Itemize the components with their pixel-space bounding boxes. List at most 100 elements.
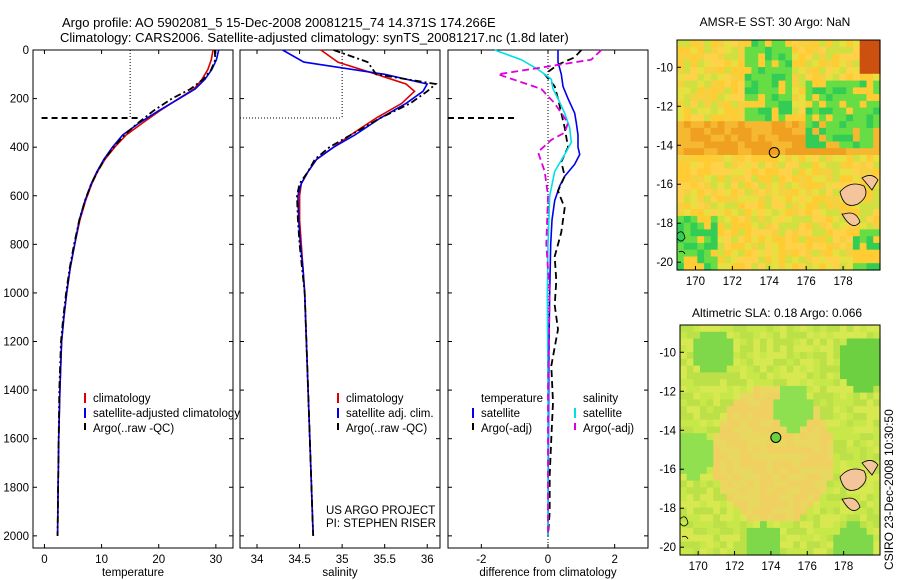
map-cell [820,446,828,455]
map-cell [840,426,848,434]
map-cell [846,325,854,333]
map-cell [793,345,801,353]
map-cell [873,168,881,176]
map-cell [765,134,773,143]
map-cell [746,548,754,556]
map-cell [778,87,786,95]
map-cell [771,155,780,163]
map-cell [805,141,813,149]
map-cell [785,87,793,95]
y-tick-label: -18 [656,218,673,230]
map-cell [773,453,781,461]
map-cell [704,215,712,224]
map-cell [813,406,821,414]
map-cell [792,134,800,143]
map-cell [765,188,773,197]
map-cell [866,107,874,115]
map-cell [860,379,868,387]
map-cell [778,215,786,224]
map-cell [765,121,773,129]
map-cell [753,433,761,441]
map-cell [873,352,881,360]
map-cell [800,426,808,434]
map-cell [737,141,746,149]
map-cell [773,352,781,360]
map-cell [765,242,773,251]
map-cell [873,155,881,163]
map-cell [680,345,688,353]
map-cell [832,141,840,149]
map-cell [800,385,808,394]
map-cell [686,460,694,468]
map-cell [812,67,820,75]
map-cell [773,345,781,353]
sst-map: 170 172 174 176 178-10-12-14-16-18-20 [656,39,881,288]
map-cell [859,242,868,251]
coastline-shape [679,516,689,540]
map-cell [753,507,761,515]
map-cell [853,325,861,333]
map-cell [839,249,847,258]
map-cell [731,175,739,183]
map-cell [792,263,800,271]
map-cell [726,440,734,448]
map-cell [760,325,768,333]
map-cell [832,161,840,170]
map-cell [677,148,685,156]
map-cell [780,521,788,529]
map-cell [839,229,847,237]
map-cell [798,40,807,48]
map-cell [680,365,688,373]
map-cell [832,175,840,183]
map-cell [773,331,781,340]
map-cell [717,121,725,129]
map-cell [697,148,705,156]
map-cell [866,73,874,82]
map-cell [866,433,874,441]
map-cell [859,107,868,115]
map-cell [737,215,746,224]
map-cell [765,256,773,264]
map-cell [812,229,820,237]
map-cell [773,541,781,549]
map-cell [751,148,759,156]
map-cell [751,73,759,82]
map-cell [693,460,701,468]
map-cell [852,242,861,251]
map-cell [744,114,753,122]
map-cell [740,453,748,461]
map-cell [683,134,692,143]
map-cell [846,80,854,88]
map-cell [683,236,692,244]
map-cell [746,399,754,407]
map-cell [859,161,868,170]
map-cell [800,352,808,360]
map-cell [866,385,874,394]
map-cell [778,141,786,149]
map-cell [798,114,807,122]
map-cell [720,365,728,373]
map-cell [706,440,714,448]
map-cell [710,263,719,271]
map-cell [771,188,780,197]
map-cell [697,249,705,258]
map-cell [693,446,701,455]
map-cell [820,487,828,495]
legend-label: Argo(-adj) [583,423,634,435]
map-cell [753,426,761,434]
map-cell [740,500,748,509]
map-cell [680,338,688,346]
legend-label: satellite [583,408,622,420]
map-cell [866,440,874,448]
map-cell [706,365,714,373]
map-cell [786,412,794,421]
map-cell [813,352,821,360]
map-cell [720,534,728,543]
map-cell [717,188,725,197]
map-cell [785,182,793,190]
map-cell [812,127,820,136]
map-cell [813,372,821,380]
map-cell [792,229,800,237]
map-cell [724,263,732,271]
map-cell [744,94,753,102]
